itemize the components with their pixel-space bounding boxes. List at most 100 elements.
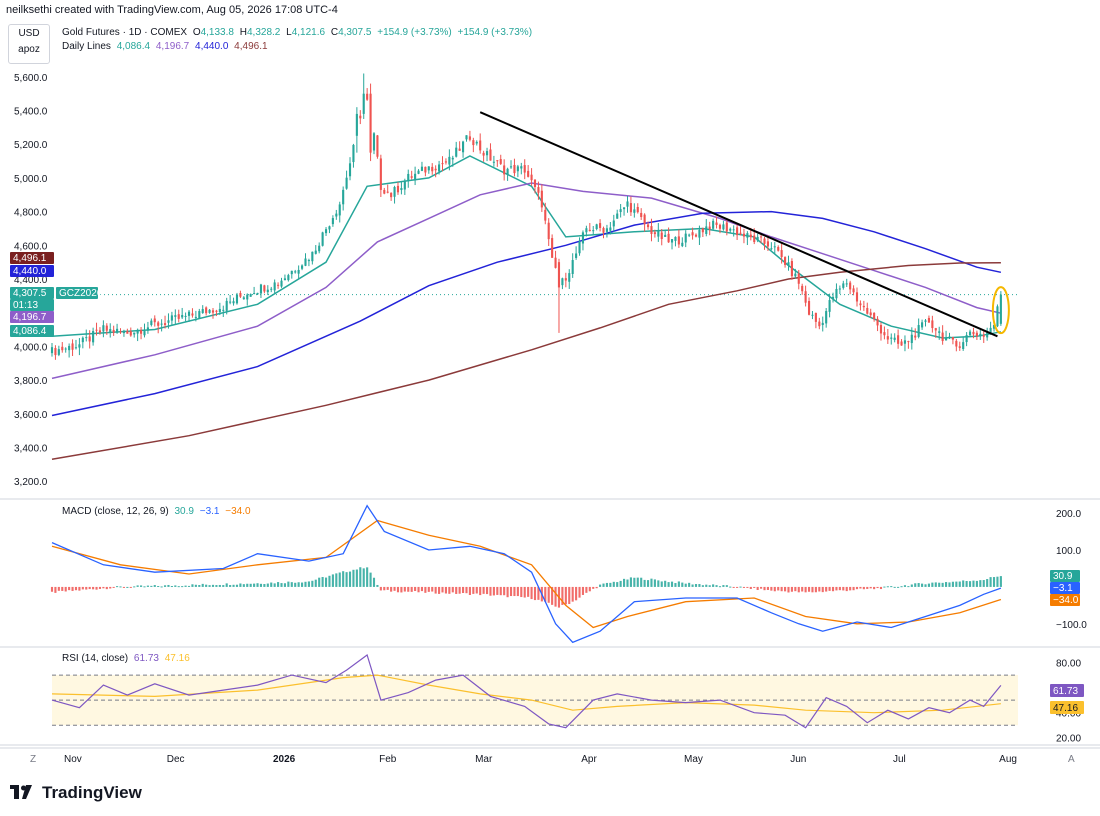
candle-body	[893, 337, 896, 340]
chart-canvas[interactable]: 5,600.0 5,400.0 5,200.0 5,000.0 4,800.0 4,600…	[0, 0, 1100, 770]
candle-body	[533, 179, 537, 187]
macd-histogram-bar	[595, 586, 598, 589]
macd-histogram-bar	[181, 586, 184, 588]
candle-body	[280, 280, 283, 287]
macd-histogram-bar	[78, 586, 81, 591]
time-axis-tick: Dec	[167, 754, 185, 765]
price-axis-tick: 5,600.0	[14, 73, 48, 84]
candle-body	[119, 331, 122, 333]
macd-histogram-bar	[544, 586, 547, 602]
ohlc-o-label: O	[192, 27, 201, 38]
macd-histogram-bar	[633, 577, 636, 587]
macd-histogram-bar	[554, 586, 557, 607]
macd-histogram-bar	[290, 582, 293, 587]
rsi-badge-text: 47.16	[1053, 703, 1078, 714]
macd-histogram-bar	[307, 581, 310, 587]
macd-histogram-bar	[338, 572, 341, 587]
candle-body	[968, 331, 972, 336]
macd-line	[51, 504, 1002, 644]
macd-histogram-bar	[400, 586, 403, 593]
currency-box[interactable]: USD apoz	[8, 24, 50, 64]
macd-histogram-bar	[393, 586, 396, 591]
downtrend-line	[479, 111, 998, 338]
price-axis-tick: 4,000.0	[14, 342, 48, 353]
candle-body	[290, 270, 293, 275]
macd-histogram-bar	[718, 586, 722, 588]
macd-histogram-bar	[725, 585, 728, 587]
candle-body	[927, 318, 930, 323]
candle-body	[561, 278, 564, 286]
macd-histogram-bar	[729, 586, 732, 588]
price-badge-text: 01:13	[13, 300, 38, 311]
macd-histogram-bar	[208, 585, 211, 587]
candle-body	[229, 301, 232, 303]
price-badge-text: 4,196.7	[13, 312, 47, 323]
time-axis-tick: Mar	[475, 754, 493, 765]
macd-histogram-bar	[972, 580, 975, 587]
candle-body	[616, 213, 619, 219]
candle-body	[986, 331, 989, 338]
macd-histogram-bar	[653, 579, 656, 587]
macd-histogram-bar	[780, 586, 783, 592]
time-axis-tick: May	[684, 754, 703, 765]
macd-histogram-bar	[578, 586, 581, 598]
macd-histogram-bar	[198, 585, 201, 587]
candle-body	[588, 229, 591, 231]
candle-body	[818, 321, 821, 327]
macd-histogram-bar	[133, 586, 136, 588]
rsi-ma-line	[51, 674, 1001, 714]
candle-body	[746, 233, 749, 238]
macd-badge-text: −34.0	[1053, 595, 1079, 606]
ma-value-2: 4,196.7	[155, 41, 190, 52]
candle-body	[670, 239, 674, 243]
macd-histogram-bar	[150, 585, 153, 587]
macd-histogram-bar	[917, 583, 920, 587]
macd-badge	[1050, 594, 1080, 606]
macd-histogram-bar	[835, 586, 838, 591]
candle-body	[540, 190, 543, 208]
candle-body	[855, 292, 859, 302]
candle-body	[869, 312, 872, 316]
macd-histogram-bar	[893, 586, 896, 588]
candle-body	[962, 342, 965, 349]
macd-histogram-bar	[211, 584, 215, 587]
rsi-badge	[1050, 684, 1084, 697]
candle-body	[897, 335, 900, 344]
candle-body	[167, 320, 170, 323]
candle-body	[691, 232, 694, 236]
macd-histogram-bar	[561, 586, 564, 605]
macd-histogram-bar	[941, 582, 944, 587]
macd-histogram-bar	[492, 586, 495, 596]
macd-histogram-bar	[153, 585, 156, 587]
price-candles	[50, 73, 1002, 360]
candle-body	[732, 229, 735, 231]
macd-histogram-bar	[311, 580, 314, 587]
macd-histogram-bar	[105, 586, 108, 590]
ma-line-1	[51, 155, 1002, 339]
macd-histogram-bar	[304, 581, 307, 587]
macd-histogram-bar	[640, 577, 643, 587]
macd-histogram-bar	[177, 586, 180, 588]
macd-histogram-bar	[520, 586, 523, 598]
candle-body	[407, 173, 410, 181]
tradingview-logo[interactable]: TradingView	[10, 783, 142, 803]
price-axis-tick: 4,800.0	[14, 208, 48, 219]
macd-histogram-bar	[301, 582, 304, 587]
candle-body	[530, 174, 533, 181]
candle-body	[664, 234, 667, 237]
macd-histogram-bar	[698, 584, 701, 587]
macd-histogram-bar	[660, 581, 663, 587]
macd-histogram-bar	[88, 586, 91, 590]
macd-histogram-bar	[314, 579, 317, 587]
time-axis-tick: Apr	[581, 754, 597, 765]
macd-histogram-bar	[235, 584, 239, 587]
macd-histogram-bar	[170, 586, 173, 588]
price-badge	[10, 287, 54, 299]
macd-histogram-bar	[790, 586, 793, 592]
rsi-badge	[1050, 701, 1084, 714]
macd-histogram-bar	[201, 583, 204, 587]
macd-histogram-bar	[485, 586, 489, 595]
macd-histogram-bar	[98, 586, 102, 589]
macd-histogram-bar	[670, 581, 674, 587]
macd-histogram-bar	[921, 583, 924, 587]
